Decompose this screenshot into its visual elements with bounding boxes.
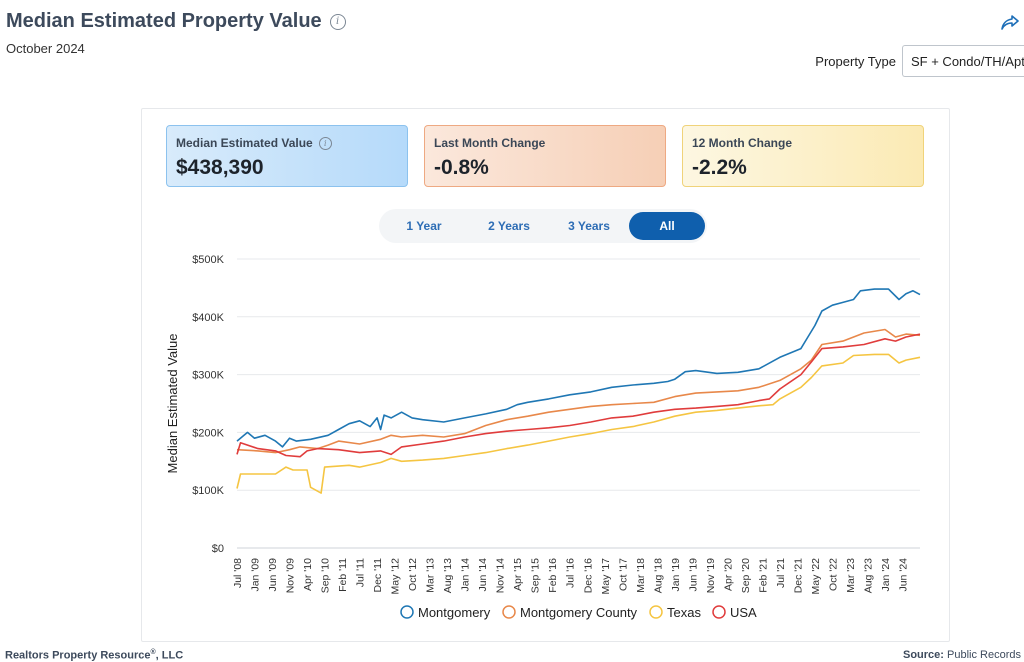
x-tick-label: Oct '12 — [407, 558, 419, 591]
last-month-change-value: -0.8% — [434, 156, 489, 179]
range-1-year-button[interactable]: 1 Year — [406, 219, 442, 233]
info-icon[interactable]: i — [329, 13, 346, 30]
y-tick-label: $100K — [192, 485, 224, 497]
twelve-month-change-card: 12 Month Change -2.2% — [682, 125, 924, 187]
x-tick-label: May '22 — [810, 558, 822, 595]
range-all-button[interactable]: All — [629, 212, 705, 240]
x-tick-label: Apr '10 — [302, 558, 314, 591]
share-icon[interactable] — [1000, 12, 1020, 32]
x-tick-label: Jul '11 — [355, 558, 367, 587]
x-tick-label: Aug '18 — [652, 558, 664, 593]
legend-label: USA — [730, 605, 757, 620]
x-tick-label: Sep '10 — [320, 558, 332, 593]
x-tick-label: Dec '16 — [582, 558, 594, 593]
series-line-montgomery — [236, 288, 921, 448]
x-tick-label: Jun '24 — [897, 558, 909, 592]
source-label: Source: — [902, 649, 944, 661]
source-value: Public Records — [947, 649, 1021, 661]
y-tick-label: $300K — [192, 370, 224, 382]
x-tick-label: Apr '15 — [512, 558, 524, 591]
twelve-month-change-label: 12 Month Change — [692, 136, 793, 150]
x-tick-label: Aug '13 — [442, 558, 454, 593]
footer-source: Source: Public Records — [903, 649, 1021, 661]
y-tick-label: $0 — [212, 543, 224, 555]
property-type-label: Property Type — [815, 53, 896, 69]
x-tick-label: Mar '13 — [425, 558, 437, 593]
x-tick-label: Jan '19 — [670, 558, 682, 592]
page-title-text: Median Estimated Property Value — [6, 10, 322, 32]
page-title: Median Estimated Property Value i — [6, 10, 346, 33]
y-tick-label: $500K — [192, 254, 224, 266]
x-tick-label: Oct '22 — [827, 558, 839, 591]
median-value: $438,390 — [176, 156, 264, 179]
legend-label: Texas — [667, 605, 701, 620]
series-line-usa — [236, 333, 921, 458]
median-value-label-text: Median Estimated Value — [176, 136, 313, 150]
legend-marker — [712, 605, 726, 619]
x-tick-label: Jun '14 — [477, 558, 489, 592]
legend-marker — [502, 605, 516, 619]
last-month-change-card: Last Month Change -0.8% — [424, 125, 666, 187]
x-tick-label: May '12 — [390, 558, 402, 595]
x-tick-label: Nov '09 — [285, 558, 297, 593]
legend-marker — [400, 605, 414, 619]
x-tick-label: Nov '19 — [705, 558, 717, 593]
x-tick-label: Jul '16 — [565, 558, 577, 588]
x-tick-label: Jun '09 — [267, 558, 279, 592]
x-tick-label: Jun '19 — [687, 558, 699, 592]
x-tick-label: Jan '24 — [880, 558, 892, 592]
x-tick-label: Aug '23 — [862, 558, 874, 593]
series-line-texas — [236, 353, 921, 494]
x-tick-label: Nov '14 — [495, 558, 507, 593]
property-type-filter: Property Type SF + Condo/TH/Apt — [815, 45, 1024, 77]
x-tick-label: Sep '15 — [530, 558, 542, 593]
time-range-selector: 1 Year 2 Years 3 Years All — [379, 209, 707, 243]
legend-label: Montgomery County — [520, 605, 638, 620]
property-type-select[interactable]: SF + Condo/TH/Apt — [902, 45, 1024, 77]
y-axis-label: Median Estimated Value — [165, 334, 180, 474]
range-2-years-button[interactable]: 2 Years — [488, 219, 530, 233]
median-value-label: Median Estimated Value i — [176, 136, 398, 150]
y-tick-label: $200K — [192, 427, 224, 439]
x-tick-label: Feb '21 — [757, 558, 769, 593]
x-tick-label: Jul '21 — [775, 558, 787, 588]
x-tick-label: Feb '11 — [337, 558, 349, 592]
x-tick-label: Mar '23 — [845, 558, 857, 593]
range-3-years-button[interactable]: 3 Years — [568, 219, 610, 233]
legend-marker — [649, 605, 663, 619]
info-icon[interactable]: i — [318, 136, 332, 150]
company-name: Realtors Property Resource — [5, 649, 151, 662]
median-value-card: Median Estimated Value i $438,390 — [166, 125, 408, 187]
x-tick-label: Jan '09 — [250, 558, 262, 592]
x-tick-label: Feb '16 — [547, 558, 559, 593]
report-date: October 2024 — [6, 41, 85, 56]
series-line-montgomery-county — [236, 328, 921, 454]
twelve-month-change-value: -2.2% — [692, 156, 747, 179]
registered-mark: ® — [150, 649, 156, 656]
company-suffix: , LLC — [155, 649, 184, 662]
x-tick-label: Oct '17 — [617, 558, 629, 591]
x-tick-label: Apr '20 — [722, 558, 734, 591]
x-tick-label: Sep '20 — [740, 558, 752, 593]
x-tick-label: Dec '21 — [792, 558, 804, 593]
footer-company: Realtors Property Resource®, LLC — [5, 649, 183, 662]
legend-label: Montgomery — [418, 605, 491, 620]
x-tick-label: Dec '11 — [372, 558, 384, 593]
x-tick-label: Jan '14 — [460, 558, 472, 592]
y-tick-label: $400K — [192, 312, 224, 324]
last-month-change-label: Last Month Change — [434, 136, 546, 150]
x-tick-label: Mar '18 — [635, 558, 647, 593]
x-tick-label: Jul '08 — [232, 558, 244, 588]
x-tick-label: May '17 — [600, 558, 612, 595]
